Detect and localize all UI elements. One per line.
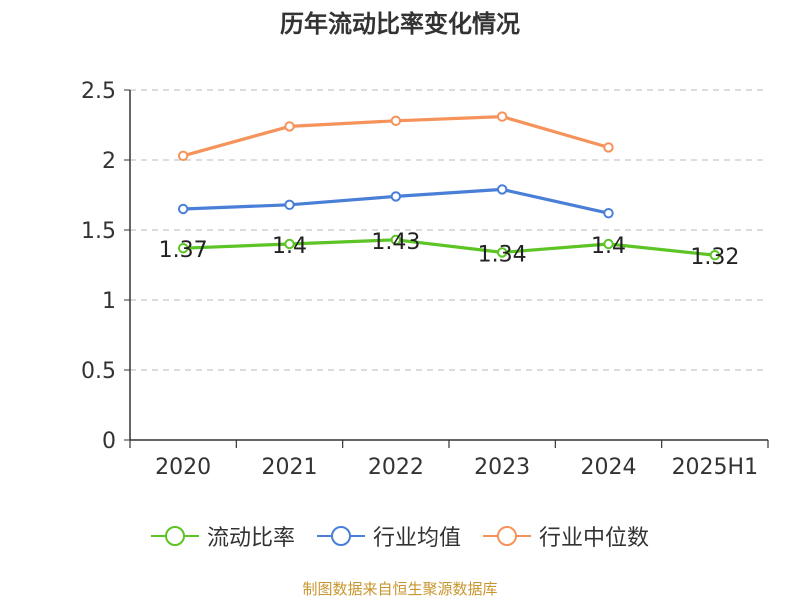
- axes: 0 0.5 1 1.5 2 2.5 2020 2021 2022 2023 2024 2025H1: [81, 79, 769, 480]
- data-point: [603, 142, 614, 153]
- grid-lines: [130, 89, 768, 371]
- series-0: [177, 234, 721, 261]
- data-source-note: 制图数据来自恒生聚源数据库: [302, 580, 498, 598]
- data-point: [390, 115, 402, 127]
- y-tick-label: 0: [102, 429, 116, 454]
- legend-label: 行业均值: [372, 526, 461, 551]
- y-tick-label: 1: [102, 289, 116, 314]
- x-tick-label: 2024: [581, 455, 637, 480]
- series-lines: [177, 111, 721, 261]
- data-label: 1.37: [159, 238, 208, 263]
- data-point: [709, 250, 721, 261]
- series-line: [181, 238, 717, 257]
- y-tick-label: 0.5: [81, 359, 116, 384]
- legend-line-orange-icon: [483, 524, 531, 548]
- data-point: [177, 150, 189, 162]
- data-label: 1.34: [478, 242, 527, 267]
- data-point: [496, 184, 508, 195]
- series-2: [177, 111, 614, 162]
- data-point: [284, 238, 295, 250]
- legend-label: 行业中位数: [539, 526, 650, 551]
- x-tick-label: 2021: [262, 455, 318, 480]
- x-tick-label: 2023: [474, 455, 530, 480]
- legend-item-current-ratio[interactable]: 流动比率: [150, 520, 295, 552]
- data-labels: 1.37 1.4 1.43 1.34 1.4 1.32: [159, 230, 740, 270]
- legend-line-green-icon: [150, 524, 199, 548]
- legend-item-industry-median[interactable]: 行业中位数: [483, 520, 649, 552]
- data-label: 1.32: [690, 245, 739, 270]
- data-point: [177, 243, 189, 254]
- x-tick-label: 2020: [155, 455, 211, 480]
- data-label: 1.4: [591, 234, 626, 259]
- chart-title: 历年流动比率变化情况: [280, 10, 520, 38]
- y-tick-label: 2.5: [81, 79, 116, 104]
- x-tick-label: 2022: [368, 455, 424, 480]
- data-point: [603, 238, 614, 250]
- data-point: [284, 121, 295, 132]
- data-point: [284, 199, 295, 211]
- data-label: 1.4: [272, 234, 307, 259]
- x-tick-label: 2025H1: [672, 455, 759, 480]
- data-point: [390, 191, 402, 202]
- legend-label: 流动比率: [206, 526, 295, 551]
- legend-item-industry-mean[interactable]: 行业均值: [316, 520, 461, 552]
- data-point: [177, 203, 189, 215]
- legend: 流动比率 行业均值 行业中位数: [0, 520, 800, 552]
- series-1: [177, 184, 614, 219]
- y-tick-label: 1.5: [81, 219, 116, 244]
- data-point: [496, 247, 508, 258]
- legend-line-blue-icon: [316, 524, 365, 548]
- data-point: [496, 111, 508, 122]
- data-point: [603, 208, 614, 219]
- data-point: [390, 234, 402, 246]
- y-tick-label: 2: [102, 149, 116, 174]
- data-label: 1.43: [371, 230, 420, 255]
